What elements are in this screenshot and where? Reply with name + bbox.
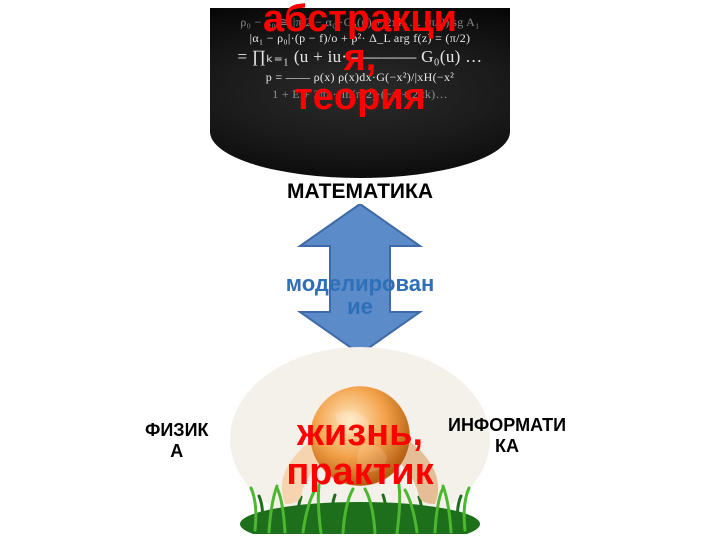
diagram-stage: ρ₀ − α₀ ≅ |π/2 − α₀|·G₀(u) + 2πk₁… (π/2)… (0, 0, 720, 540)
abstraction-theory-label: абстракци я, теория (230, 0, 490, 116)
modeling-label: моделирован ие (250, 272, 470, 318)
math-caption: МАТЕМАТИКА (287, 180, 433, 204)
physics-caption: ФИЗИК А (145, 420, 209, 462)
informatics-caption: ИНФОРМАТИ КА (448, 415, 566, 457)
life-practice-label: жизнь, практик (250, 414, 470, 492)
